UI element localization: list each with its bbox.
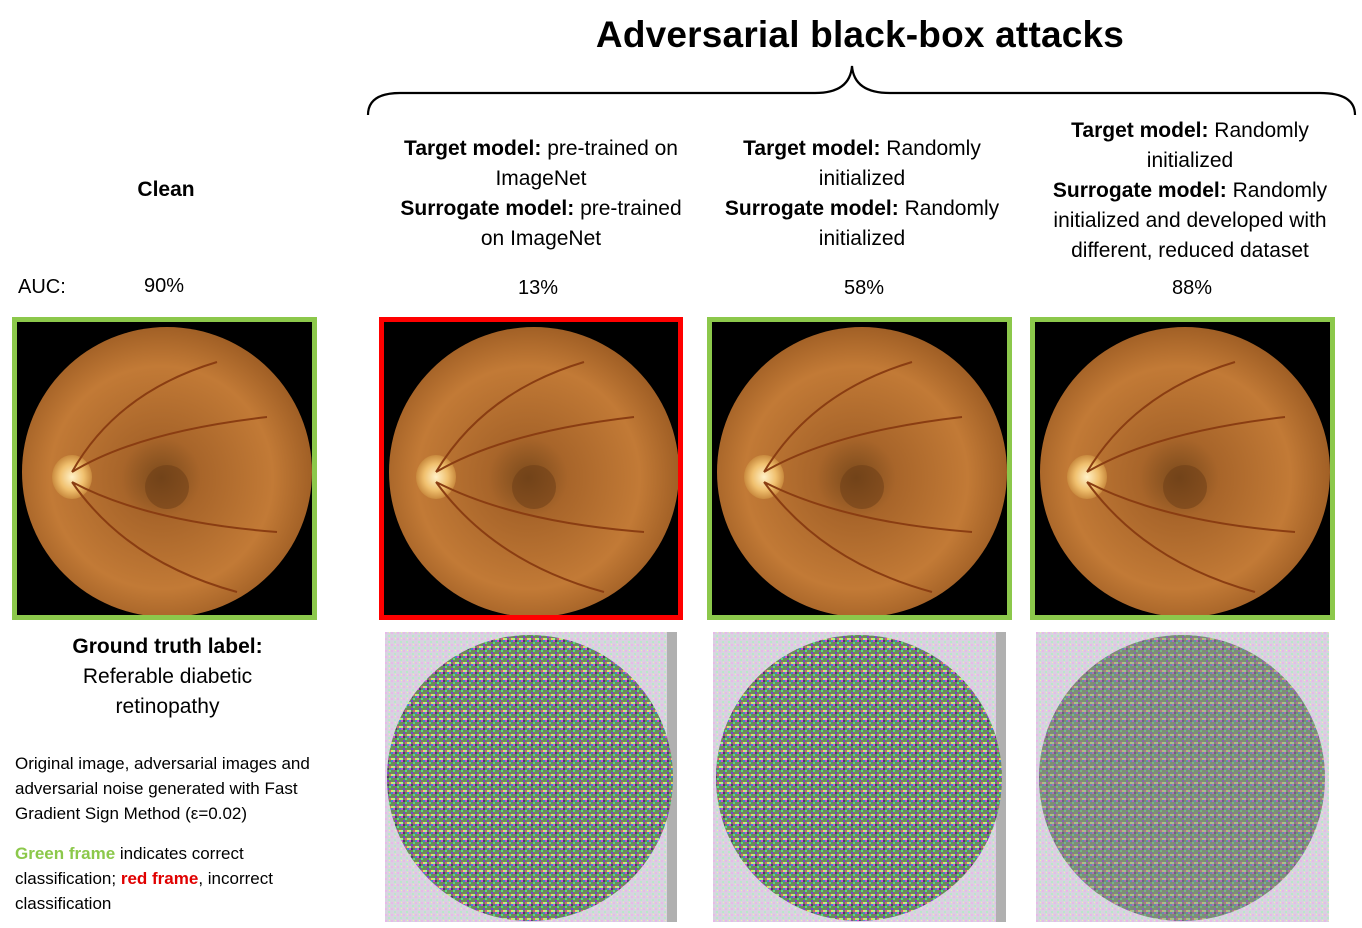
target-model-label: Target model: [1071, 119, 1209, 142]
adversarial-noise-image-1 [385, 632, 677, 922]
ground-truth-value: Referable diabetic retinopathy [82, 665, 253, 718]
legend-green-text: Green frame [15, 844, 116, 863]
surrogate-model-value: pre-trained on ImageNet [480, 197, 682, 250]
target-model-value: Randomly initialized [1146, 119, 1309, 172]
noise-image [385, 632, 677, 922]
target-model-label: Target model: [743, 137, 881, 160]
auc-label: AUC: [18, 276, 66, 298]
adversarial-noise-image-3 [1036, 632, 1329, 922]
legend-red-text: red frame [120, 869, 199, 888]
retina-image [1035, 322, 1330, 615]
surrogate-model-label: Surrogate model: [400, 197, 575, 220]
adversarial-noise-image-2 [713, 632, 1006, 922]
clean-fundus-image [12, 317, 317, 620]
target-model-label: Target model: [404, 137, 542, 160]
ground-truth-label: Ground truth label: [72, 635, 263, 658]
frame-legend: Green frame indicates correct classifica… [15, 841, 345, 916]
retina-image [384, 322, 678, 615]
surrogate-model-value: Randomly initialized and developed with … [1053, 179, 1328, 262]
legend-green-rest: indicates correct classification; [15, 844, 244, 888]
method-note: Original image, adversarial images and a… [15, 754, 310, 823]
column-heading-1: Target model: pre-trained on ImageNet Su… [396, 134, 686, 254]
figure-title: Adversarial black-box attacks [595, 14, 1125, 55]
adversarial-fundus-image-2 [707, 317, 1012, 620]
column-heading-2: Target model: Randomly initialized Surro… [712, 134, 1012, 254]
auc-value-1: 13% [517, 277, 559, 299]
auc-value-3: 88% [1171, 277, 1213, 299]
adversarial-fundus-image-3 [1030, 317, 1335, 620]
legend-red-rest: , incorrect classification [15, 869, 273, 913]
clean-heading: Clean [137, 178, 195, 201]
adversarial-fundus-image-1 [379, 317, 683, 620]
auc-value-clean: 90% [143, 275, 185, 297]
auc-value-2: 58% [843, 277, 885, 299]
surrogate-model-value: Randomly initialized [818, 197, 1000, 250]
column-heading-3: Target model: Randomly initialized Surro… [1030, 116, 1350, 266]
target-model-value: pre-trained on ImageNet [495, 137, 678, 190]
ground-truth: Ground truth label: Referable diabetic r… [40, 632, 295, 722]
noise-image [1036, 632, 1329, 922]
surrogate-model-label: Surrogate model: [1052, 179, 1227, 202]
noise-image [713, 632, 1006, 922]
surrogate-model-label: Surrogate model: [724, 197, 899, 220]
target-model-value: Randomly initialized [818, 137, 981, 190]
retina-image [712, 322, 1007, 615]
retina-image [17, 322, 312, 615]
brace-bracket [366, 65, 1357, 116]
